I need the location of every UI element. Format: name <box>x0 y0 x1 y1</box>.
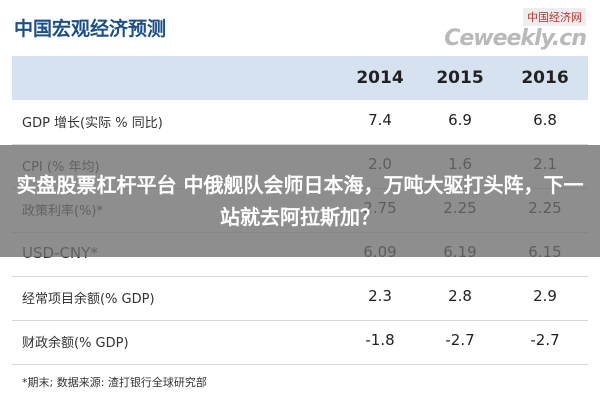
cell-value: 7.4 <box>368 111 392 129</box>
cell-value: 2.8 <box>448 287 472 305</box>
overlay-caption: 实盘股票杠杆平台 中俄舰队会师日本海，万吨大驱打头阵，下一站就去阿拉斯加？ <box>16 173 584 229</box>
watermark-text: Ceweekly.cn <box>444 26 587 51</box>
cell-value: 2.9 <box>533 287 557 305</box>
watermark: 中国经济网 Ceweekly.cn <box>444 6 587 51</box>
cell-value: -1.8 <box>365 331 395 349</box>
footnote: *期末; 数据来源: 渣打银行全球研究部 <box>22 376 207 389</box>
column-header: 2015 <box>436 68 484 88</box>
cell-value: 6.9 <box>448 111 472 129</box>
watermark-top: 中国经济网 <box>523 8 586 26</box>
table-row: 财政余额(% GDP) -1.8 -2.7 -2.7 <box>12 320 588 365</box>
column-header: 2016 <box>521 68 569 88</box>
cell-value: -2.7 <box>530 331 560 349</box>
cell-value: 2.3 <box>368 287 392 305</box>
column-header: 2014 <box>356 68 404 88</box>
table-row: GDP 增长(实际 % 同比) 7.4 6.9 6.8 <box>12 100 588 145</box>
row-label: GDP 增长(实际 % 同比) <box>22 116 163 131</box>
overlay: 实盘股票杠杆平台 中俄舰队会师日本海，万吨大驱打头阵，下一站就去阿拉斯加？ <box>0 145 600 257</box>
row-label: 财政余额(% GDP) <box>22 336 129 351</box>
title: 中国宏观经济预测 <box>14 18 167 40</box>
cell-value: -2.7 <box>445 331 475 349</box>
table-row: 经常项目余额(% GDP) 2.3 2.8 2.9 <box>12 276 588 321</box>
cell-value: 6.8 <box>533 111 557 129</box>
header-band <box>12 56 588 100</box>
row-label: 经常项目余额(% GDP) <box>22 292 155 307</box>
